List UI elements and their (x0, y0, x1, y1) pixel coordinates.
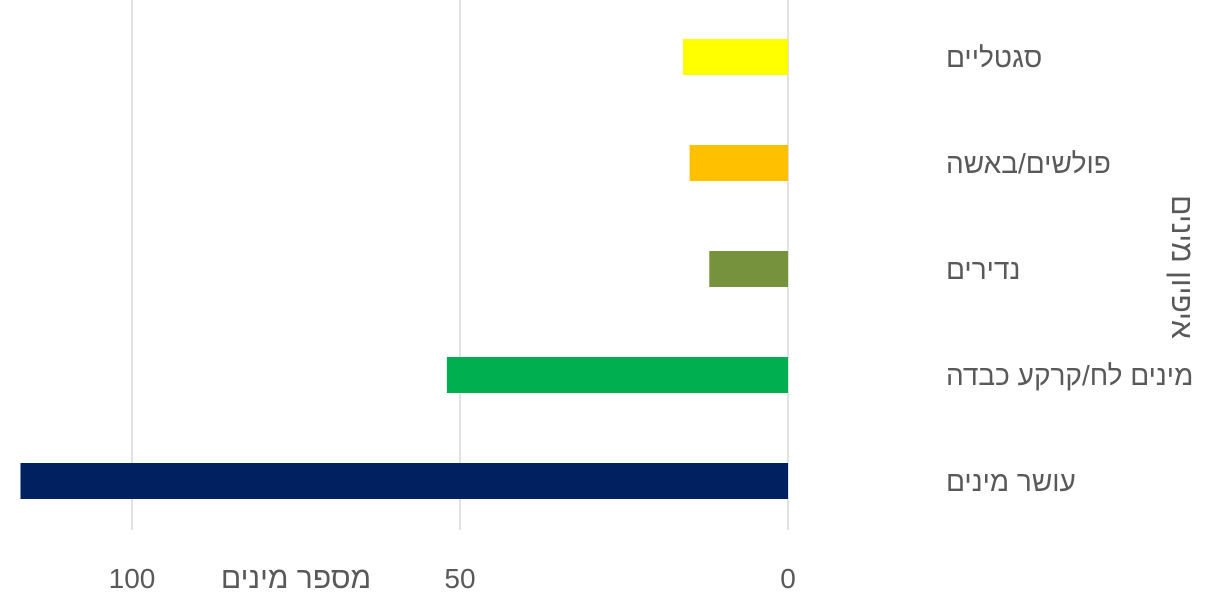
bar-2 (689, 145, 788, 181)
bars (20, 39, 789, 499)
gridlines (131, 0, 789, 530)
x-tick-label-0: 0 (780, 563, 796, 594)
category-label-5: עושר מינים (946, 466, 1076, 497)
x-axis-title: מספר מינים (221, 562, 371, 594)
category-label-2: פולשים/באשה (946, 148, 1111, 179)
category-labels: סגטליים פולשים/באשה נדירים מינים לח/קרקע כב… (946, 42, 1193, 497)
y-axis-title: איפיון מינים (1165, 195, 1198, 339)
x-tick-labels: 0 50 100 (109, 563, 796, 594)
x-tick-label-100: 100 (109, 563, 156, 594)
x-tick-label-50: 50 (444, 563, 475, 594)
category-label-1: סגטליים (946, 42, 1042, 73)
bar-4 (446, 357, 788, 393)
category-label-3: נדירים (946, 254, 1020, 285)
bar-3 (709, 251, 788, 287)
category-label-4: מינים לח/קרקע כבדה (946, 360, 1193, 391)
bar-1 (683, 39, 788, 75)
bar-5 (20, 463, 789, 499)
